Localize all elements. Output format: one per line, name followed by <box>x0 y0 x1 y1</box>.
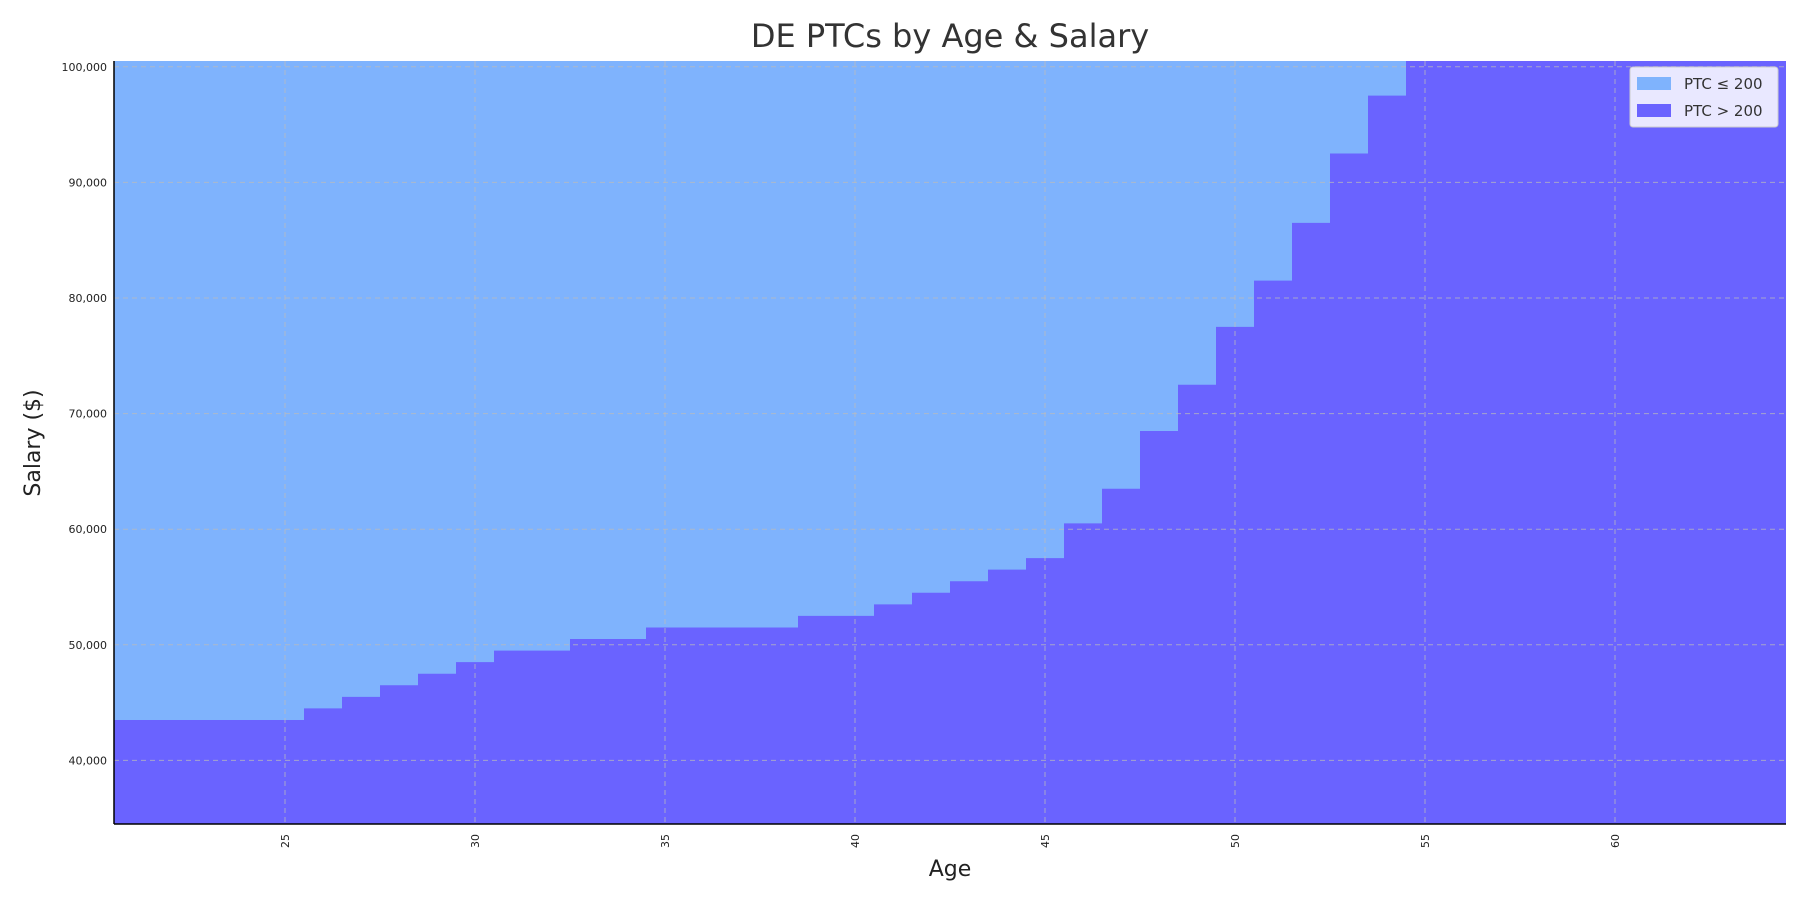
legend-swatch-ptc-gt-200 <box>1637 104 1671 117</box>
x-tick-label: 35 <box>659 834 672 848</box>
x-tick-label: 25 <box>279 834 292 848</box>
y-tick-label: 50,000 <box>69 639 108 652</box>
chart-title: DE PTCs by Age & Salary <box>751 17 1149 55</box>
legend-label-ptc-le-200: PTC ≤ 200 <box>1684 75 1763 93</box>
grid <box>114 61 1786 824</box>
x-tick-label: 55 <box>1419 834 1432 848</box>
y-tick-label: 100,000 <box>62 61 108 74</box>
x-tick-label: 50 <box>1229 834 1242 848</box>
legend: PTC ≤ 200 PTC > 200 <box>1629 66 1779 128</box>
x-tick-label: 40 <box>849 834 862 848</box>
y-tick-label: 80,000 <box>69 292 108 305</box>
y-tick-label: 40,000 <box>69 754 108 767</box>
axes <box>113 61 1786 825</box>
x-tick-label: 45 <box>1039 834 1052 848</box>
y-tick-label: 70,000 <box>69 408 108 421</box>
plot-area <box>114 61 1786 824</box>
y-tick-label: 60,000 <box>69 523 108 536</box>
legend-label-ptc-gt-200: PTC > 200 <box>1684 102 1763 120</box>
area-ptc-gt-200 <box>114 61 1786 824</box>
y-tick-label: 90,000 <box>69 176 108 189</box>
tick-labels: 25 30 35 40 45 50 55 60 40,000 50,000 60,000 70,000… <box>62 61 1623 848</box>
x-tick-label: 60 <box>1609 834 1622 848</box>
y-axis-label: Salary ($) <box>21 389 46 496</box>
x-tick-label: 30 <box>469 834 482 848</box>
x-axis-label: Age <box>929 857 972 882</box>
legend-swatch-ptc-le-200 <box>1637 77 1671 90</box>
